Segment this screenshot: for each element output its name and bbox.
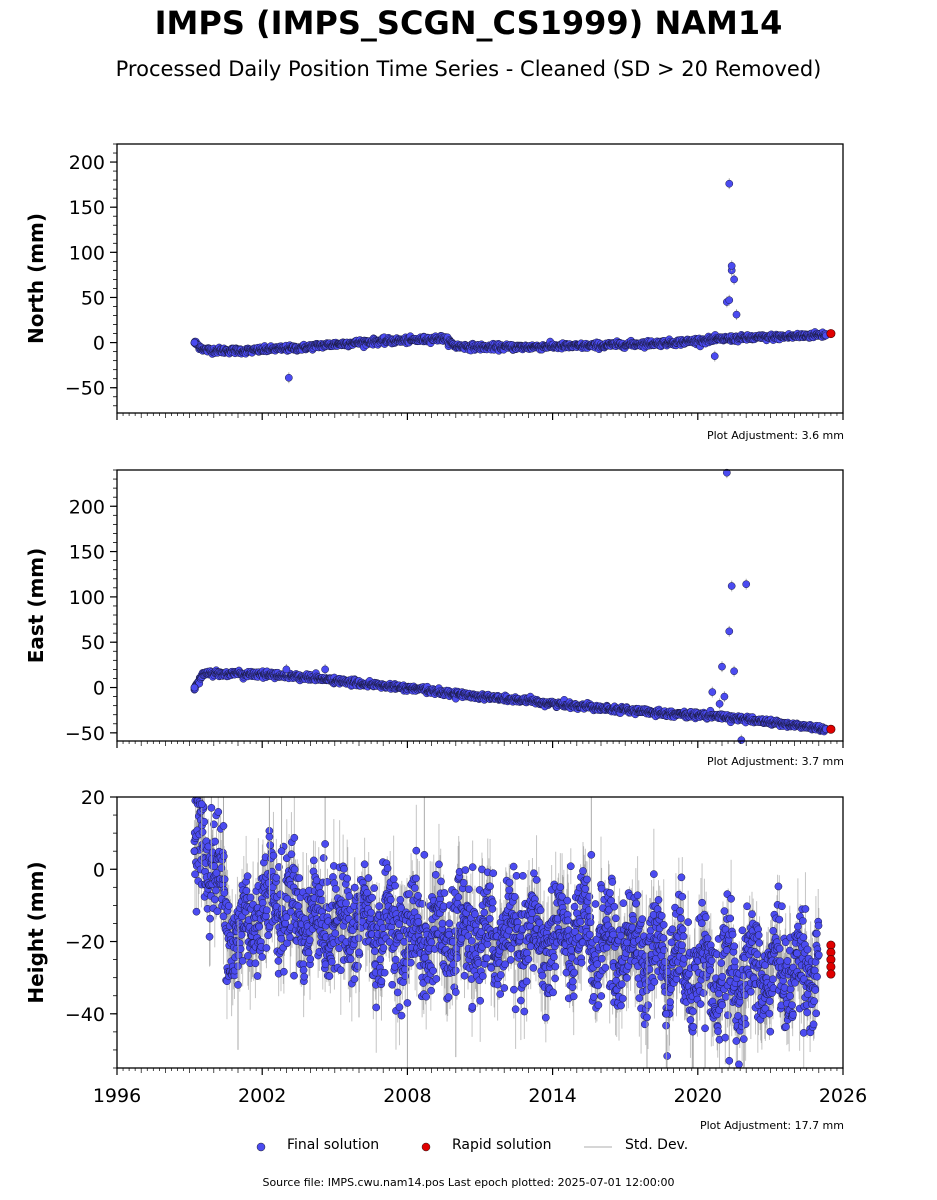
y-tick-label: 50	[81, 287, 105, 309]
outlier-point	[718, 662, 726, 671]
outlier-point	[321, 665, 329, 674]
outlier-point	[737, 736, 746, 744]
y-tick-label: 200	[69, 496, 105, 518]
y-tick-label: 0	[93, 333, 105, 355]
outlier-point	[725, 179, 734, 188]
y-tick-label: 50	[81, 632, 105, 654]
y-tick-label: 100	[69, 242, 105, 264]
outlier-point	[732, 310, 741, 319]
outlier-point	[727, 582, 736, 590]
y-tick-label: −50	[65, 378, 105, 400]
outlier-point	[725, 296, 734, 305]
outlier-point	[730, 667, 738, 676]
outlier-point	[284, 373, 293, 382]
y-tick-label: 200	[69, 152, 105, 174]
chart-subtitle: Processed Daily Position Time Series - C…	[115, 57, 822, 81]
rapid-point	[826, 724, 836, 734]
outlier-point	[725, 627, 734, 636]
outlier-point	[708, 688, 717, 696]
rapid-point	[826, 329, 836, 339]
y-tick-label: 0	[93, 678, 105, 700]
outlier-point	[730, 275, 738, 284]
outlier-point	[727, 262, 736, 270]
outlier-point	[720, 692, 729, 701]
outlier-point	[715, 699, 724, 708]
data-point	[190, 338, 199, 347]
y-axis-label-east: East (mm)	[24, 548, 48, 664]
outlier-point	[282, 665, 291, 674]
outlier-point	[710, 352, 719, 360]
y-tick-label: 100	[69, 587, 105, 609]
data-point	[190, 683, 199, 692]
outlier-point	[742, 580, 751, 589]
chart-title: IMPS (IMPS_SCGN_CS1999) NAM14	[154, 4, 783, 42]
y-tick-label: 150	[69, 542, 105, 564]
y-tick-label: −50	[65, 723, 105, 745]
y-tick-label: 150	[69, 197, 105, 219]
y-axis-label-north: North (mm)	[24, 213, 48, 344]
